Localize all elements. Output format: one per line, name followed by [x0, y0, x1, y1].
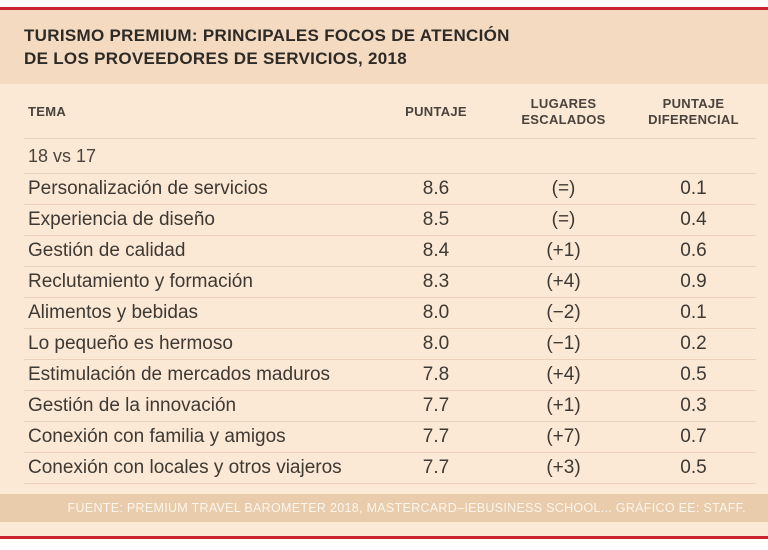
tema-cell: Gestión de la innovación [28, 395, 237, 417]
chart-title-line2: DE LOS PROVEEDORES DE SERVICIOS, 2018 [24, 48, 408, 68]
puntaje-cell: 7.7 [422, 457, 450, 479]
column-header-puntaje-diferencial: PUNTAJE DIFERENCIAL [648, 95, 739, 128]
chart-title-line1: TURISMO PREMIUM: PRINCIPALES FOCOS DE AT… [24, 26, 510, 45]
table-row: Reclutamiento y formación 8.3 (+4) 0.9 [24, 267, 756, 299]
table-row: Gestión de calidad 8.4 (+1) 0.6 [24, 236, 756, 268]
puntaje-cell: 8.6 [422, 178, 450, 200]
title-band: TURISMO PREMIUM: PRINCIPALES FOCOS DE AT… [0, 10, 768, 84]
puntaje-cell: 8.3 [422, 271, 450, 293]
column-header-tema: TEMA [28, 104, 67, 119]
top-red-rule [0, 7, 768, 10]
lugares-cell: (+1) [546, 240, 581, 262]
table-row: Conexión con familia y amigos 7.7 (+7) 0… [24, 422, 756, 454]
diferencial-cell: 0.2 [680, 333, 707, 355]
column-header-puntaje: PUNTAJE [405, 104, 467, 119]
column-header-lugares-escalados: LUGARES ESCALADOS [521, 95, 606, 128]
tema-cell: Personalización de servicios [28, 178, 268, 200]
lugares-cell: (=) [551, 209, 576, 231]
lugares-cell: (−1) [546, 333, 581, 355]
table-row: Gestión de la innovación 7.7 (+1) 0.3 [24, 391, 756, 423]
diferencial-cell: 0.1 [680, 178, 707, 200]
table-row: Estimulación de mercados maduros 7.8 (+4… [24, 360, 756, 392]
table-header-row: TEMA PUNTAJE LUGARES ESCALADOS PUNTAJE D… [24, 84, 756, 140]
diferencial-cell: 0.4 [680, 209, 707, 231]
bottom-red-rule [0, 536, 768, 539]
tema-cell: Gestión de calidad [28, 240, 186, 262]
tema-cell: Estimulación de mercados maduros [28, 364, 331, 386]
lugares-cell: (+4) [546, 364, 581, 386]
footer-gap [0, 522, 768, 536]
diferencial-cell: 0.6 [680, 240, 707, 262]
puntaje-cell: 8.0 [422, 333, 450, 355]
puntaje-cell: 8.4 [422, 240, 450, 262]
source-band: FUENTE: PREMIUM TRAVEL BAROMETER 2018, M… [0, 494, 768, 522]
tema-cell: Alimentos y bebidas [28, 302, 199, 324]
data-table: TEMA PUNTAJE LUGARES ESCALADOS PUNTAJE D… [0, 84, 768, 494]
lugares-cell: (+3) [546, 457, 581, 479]
source-text: FUENTE: PREMIUM TRAVEL BAROMETER 2018, M… [67, 501, 746, 515]
puntaje-cell: 8.0 [422, 302, 450, 324]
diferencial-cell: 0.1 [680, 302, 707, 324]
puntaje-cell: 8.5 [422, 209, 450, 231]
lugares-cell: (+1) [546, 395, 581, 417]
table-row: Personalización de servicios 8.6 (=) 0.1 [24, 174, 756, 206]
tema-cell: Reclutamiento y formación [28, 271, 253, 293]
group-label: 18 vs 17 [24, 139, 756, 175]
diferencial-cell: 0.5 [680, 364, 707, 386]
table-row: Conexión con locales y otros viajeros 7.… [24, 453, 756, 485]
puntaje-cell: 7.8 [422, 364, 450, 386]
tema-cell: Experiencia de diseño [28, 209, 215, 231]
tema-cell: Lo pequeño es hermoso [28, 333, 233, 355]
diferencial-cell: 0.5 [680, 457, 707, 479]
diferencial-cell: 0.7 [680, 426, 707, 448]
tema-cell: Conexión con locales y otros viajeros [28, 457, 342, 479]
table-row: Lo pequeño es hermoso 8.0 (−1) 0.2 [24, 329, 756, 361]
table-row: Experiencia de diseño 8.5 (=) 0.4 [24, 205, 756, 237]
puntaje-cell: 7.7 [422, 395, 450, 417]
lugares-cell: (=) [551, 178, 576, 200]
puntaje-cell: 7.7 [422, 426, 450, 448]
lugares-cell: (+4) [546, 271, 581, 293]
lugares-cell: (+7) [546, 426, 581, 448]
diferencial-cell: 0.9 [680, 271, 707, 293]
infographic-panel: TURISMO PREMIUM: PRINCIPALES FOCOS DE AT… [0, 10, 768, 536]
table-row: Alimentos y bebidas 8.0 (−2) 0.1 [24, 298, 756, 330]
tema-cell: Conexión con familia y amigos [28, 426, 286, 448]
diferencial-cell: 0.3 [680, 395, 707, 417]
lugares-cell: (−2) [546, 302, 581, 324]
